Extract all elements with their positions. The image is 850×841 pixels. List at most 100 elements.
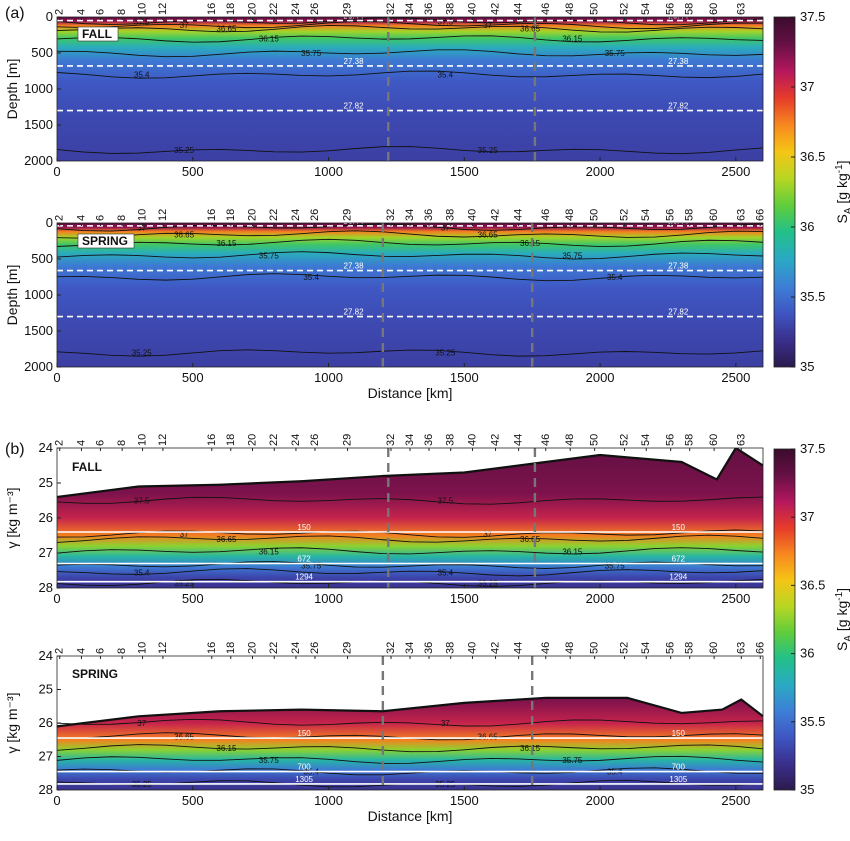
x-axis-label: Distance [km] (368, 385, 453, 401)
station-label: 6 (94, 9, 106, 15)
contour-label: 37.5 (134, 17, 150, 26)
sea-surface-line (57, 696, 763, 728)
panel-label: (b) (5, 441, 25, 458)
isopycnal-label: 27.82 (668, 308, 689, 317)
panel-2: 37 37 36.65 36.65 36.15 36.15 35.75 35.75 35.4 35… (4, 209, 766, 401)
station-label: 50 (589, 209, 601, 221)
isopycnal-label: 27.38 (668, 57, 689, 66)
surface-mask (57, 448, 763, 497)
x-tick-label: 1000 (314, 164, 343, 179)
contour-label: 35.75 (605, 49, 626, 58)
station-label: 40 (466, 642, 478, 654)
x-tick-label: 0 (53, 591, 60, 606)
station-label: 38 (445, 642, 457, 654)
station-label: 52 (619, 3, 631, 15)
station-label: 20 (247, 642, 259, 654)
isopycnal-label: 672 (297, 555, 311, 564)
contour-label: 37.5 (134, 497, 150, 506)
colorbar-tick-label: 37.5 (800, 441, 825, 456)
station-label: 44 (513, 434, 525, 446)
station-label: 10 (137, 209, 149, 221)
contour-label: 37 (441, 223, 450, 232)
y-tick-label: 1000 (24, 287, 53, 302)
station-label: 44 (513, 3, 525, 15)
station-label: 50 (589, 3, 601, 15)
station-label: 42 (490, 434, 502, 446)
season-label: SPRING (72, 667, 118, 681)
salinity-contour (57, 496, 763, 505)
y-tick-label: 2000 (24, 359, 53, 374)
x-tick-label: 0 (53, 164, 60, 179)
station-label: 18 (225, 434, 237, 446)
station-label: 32 (385, 642, 397, 654)
station-label: 12 (157, 209, 169, 221)
station-label: 10 (137, 434, 149, 446)
contour-label: 37 (180, 21, 189, 30)
station-label: 38 (445, 434, 457, 446)
colorbar-tick-label: 36 (800, 646, 814, 661)
salinity-contour (57, 70, 763, 79)
colorbar-tick-label: 37 (800, 79, 814, 94)
station-label: 52 (619, 434, 631, 446)
colorbar-tick-label: 37 (800, 509, 814, 524)
season-label: FALL (72, 460, 102, 474)
station-label: 20 (247, 434, 259, 446)
contour-label: 35.75 (605, 561, 626, 570)
station-label: 34 (404, 434, 416, 446)
x-tick-label: 1500 (450, 793, 479, 808)
station-label: 22 (268, 434, 280, 446)
contour-label: 35.25 (478, 579, 499, 588)
station-label: 18 (225, 642, 237, 654)
x-tick-label: 2500 (721, 164, 750, 179)
salinity-contour (57, 547, 763, 555)
y-tick-label: 0 (46, 215, 53, 230)
y-tick-label: 2000 (24, 153, 53, 168)
panel-1: 37.5 37.5 37 37 36.65 36.65 36.15 36.15 35.75 35.… (4, 3, 764, 179)
station-label: 52 (619, 642, 631, 654)
y-tick-label: 28 (39, 580, 53, 595)
station-label: 50 (589, 642, 601, 654)
station-label: 63 (735, 642, 747, 654)
contour-label: 37.5 (438, 497, 454, 506)
station-label: 10 (137, 3, 149, 15)
station-label: 29 (342, 434, 354, 446)
station-label: 12 (157, 434, 169, 446)
station-label: 60 (708, 209, 720, 221)
station-label: 34 (404, 642, 416, 654)
station-label: 54 (640, 3, 652, 15)
x-tick-label: 500 (182, 370, 204, 385)
station-label: 24 (290, 642, 302, 654)
y-axis-label: Depth [m] (4, 59, 20, 120)
station-label: 24 (290, 209, 302, 221)
station-label: 38 (445, 3, 457, 15)
salinity-contour (57, 534, 763, 543)
station-label: 40 (466, 3, 478, 15)
contour-label: 36.15 (259, 547, 280, 556)
salinity-contour (57, 251, 763, 260)
isopycnal-label: 27.82 (344, 308, 365, 317)
x-tick-label: 1500 (450, 591, 479, 606)
station-label: 42 (490, 642, 502, 654)
station-label: 46 (540, 642, 552, 654)
colorbar-tick-label: 35 (800, 359, 814, 374)
station-label: 16 (206, 434, 218, 446)
contour-label: 37 (137, 223, 146, 232)
salinity-contour (57, 230, 763, 239)
contour-label: 35.4 (607, 273, 623, 282)
isopycnal-label: 700 (297, 763, 311, 772)
station-label: 63 (735, 3, 747, 15)
contour-label: 36.65 (174, 732, 195, 741)
x-tick-label: 2500 (721, 591, 750, 606)
contour-label: 37 (180, 530, 189, 539)
station-label: 46 (540, 434, 552, 446)
contour-label: 35.25 (435, 349, 456, 358)
station-label: 50 (589, 434, 601, 446)
station-label: 6 (94, 440, 106, 446)
station-label: 66 (754, 642, 766, 654)
station-label: 48 (564, 434, 576, 446)
x-axis-label: Distance [km] (368, 808, 453, 824)
contour-label: 36.15 (520, 744, 541, 753)
isopycnal-label: 150 (297, 523, 311, 532)
station-label: 48 (564, 642, 576, 654)
station-label: 16 (206, 3, 218, 15)
